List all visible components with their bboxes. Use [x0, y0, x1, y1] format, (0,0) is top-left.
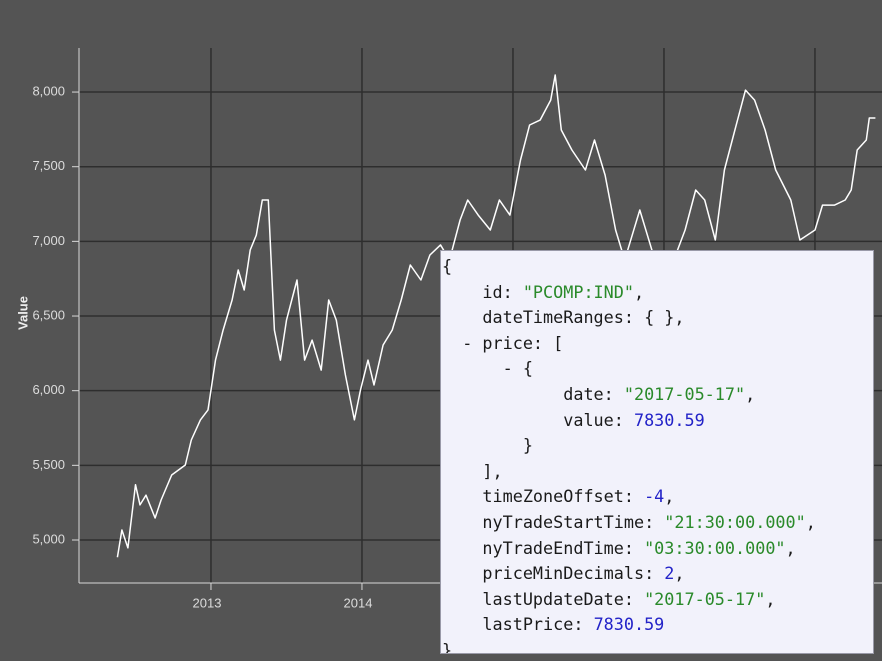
json-string: "PCOMP:IND": [522, 281, 634, 302]
x-tick-label: 2013: [193, 595, 222, 610]
json-line: lastPrice: 7830.59: [442, 612, 873, 638]
json-string: "21:30:00.000": [664, 511, 806, 532]
json-string: "2017-05-17": [644, 588, 766, 609]
json-text: }: [442, 639, 453, 654]
json-text: ,: [633, 281, 645, 302]
json-text: nyTradeEndTime:: [442, 537, 645, 558]
json-text: ,: [745, 383, 756, 404]
json-line: date: "2017-05-17",: [442, 382, 873, 408]
json-line: - price: [: [442, 331, 873, 357]
json-text: - price: [: [442, 332, 564, 353]
json-text: timeZoneOffset:: [442, 486, 645, 507]
json-number: 7830.59: [593, 614, 665, 635]
json-text: nyTradeStartTime:: [442, 511, 665, 532]
json-line: priceMinDecimals: 2,: [442, 561, 873, 587]
json-text: ,: [664, 486, 675, 507]
json-text: }: [442, 435, 533, 456]
json-text: id:: [442, 281, 523, 302]
json-line: value: 7830.59: [442, 408, 873, 434]
json-text: priceMinDecimals:: [442, 563, 665, 584]
json-number: -4: [644, 486, 665, 507]
json-text: ,: [785, 537, 796, 558]
json-line: }: [442, 638, 873, 654]
y-tick-label: 7,500: [32, 158, 65, 173]
json-string: "03:30:00.000": [644, 537, 786, 558]
json-text: dateTimeRanges: { },: [442, 307, 685, 328]
y-tick-label: 5,000: [32, 531, 65, 546]
json-text: value:: [442, 409, 634, 430]
json-line: id: "PCOMP:IND",: [442, 280, 873, 306]
json-line: nyTradeStartTime: "21:30:00.000",: [442, 510, 873, 536]
y-axis-label: Value: [15, 296, 30, 330]
json-line: timeZoneOffset: -4,: [442, 484, 873, 510]
y-tick-label: 6,000: [32, 382, 65, 397]
json-line: ],: [442, 459, 873, 485]
json-text: ,: [805, 511, 816, 532]
json-text: - {: [442, 358, 533, 379]
json-number: 2: [664, 563, 675, 584]
json-tooltip: { id: "PCOMP:IND", dateTimeRanges: { }, …: [440, 250, 874, 654]
json-line: dateTimeRanges: { },: [442, 305, 873, 331]
y-tick-label: 7,000: [32, 233, 65, 248]
json-text: ,: [765, 588, 776, 609]
json-line: nyTradeEndTime: "03:30:00.000",: [442, 536, 873, 562]
json-line: }: [442, 433, 873, 459]
y-tick-label: 5,500: [32, 457, 65, 472]
json-line: lastUpdateDate: "2017-05-17",: [442, 587, 873, 613]
json-line: - {: [442, 356, 873, 382]
json-text: lastUpdateDate:: [442, 588, 645, 609]
y-tick-label: 8,000: [32, 83, 65, 98]
json-text: lastPrice:: [442, 614, 594, 635]
json-text: ,: [674, 563, 685, 584]
json-string: "2017-05-17": [623, 383, 746, 404]
json-text: date:: [442, 383, 624, 404]
json-line: {: [442, 254, 873, 280]
json-text: ],: [442, 460, 503, 481]
y-tick-label: 6,500: [32, 307, 65, 322]
json-text: {: [442, 256, 453, 276]
json-number: 7830.59: [633, 409, 705, 430]
x-tick-label: 2014: [344, 595, 373, 610]
